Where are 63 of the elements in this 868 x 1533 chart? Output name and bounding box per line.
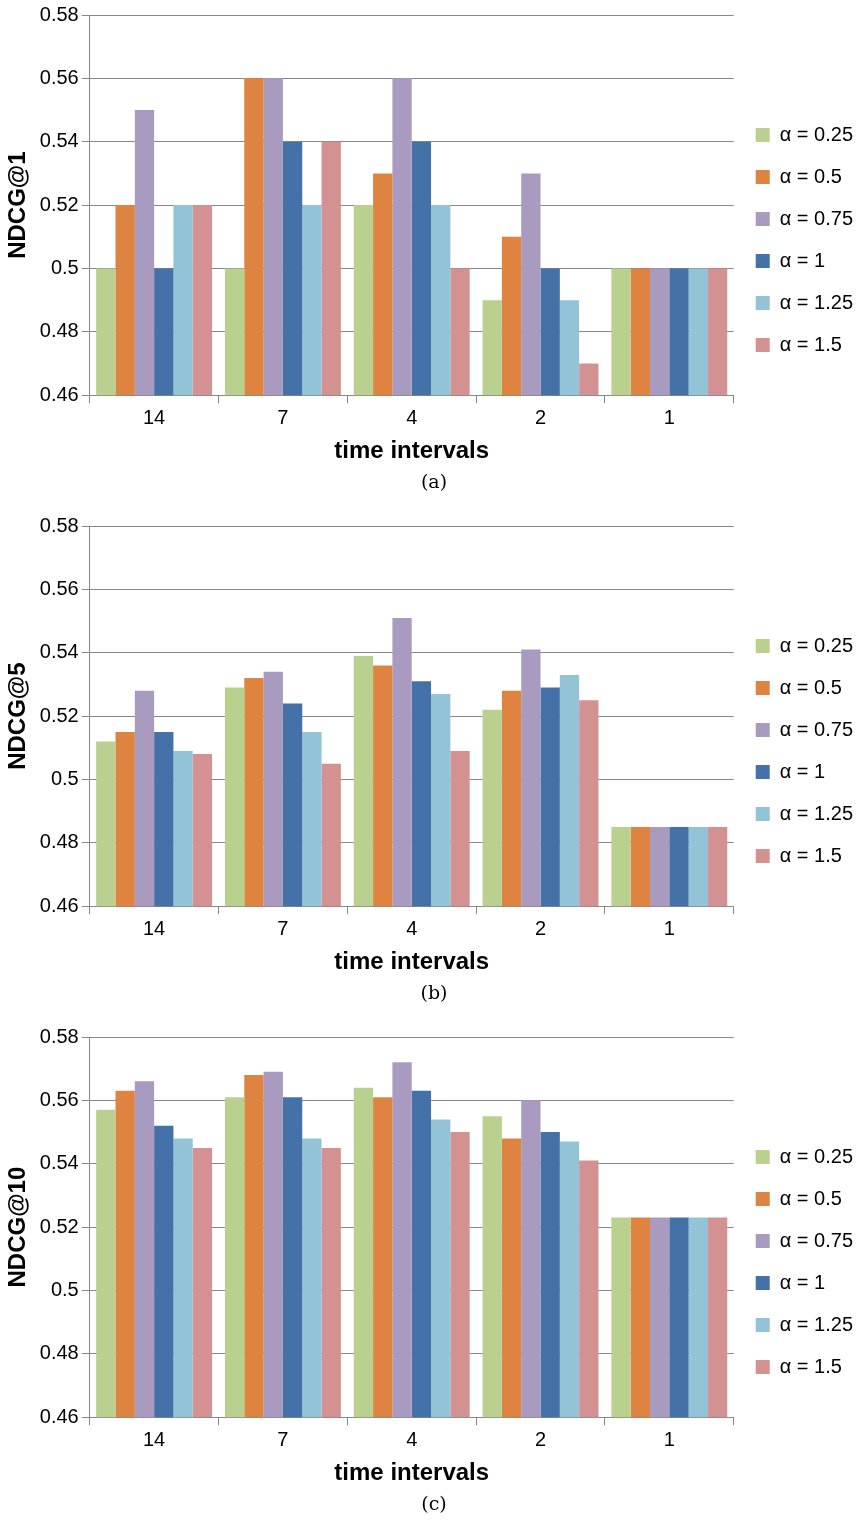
y-tick-label: 0.56 bbox=[39, 65, 79, 88]
x-tick-label: 4 bbox=[406, 405, 418, 428]
x-tick-label: 1 bbox=[663, 405, 675, 428]
y-tick-label: 0.56 bbox=[39, 576, 79, 599]
legend-label: α = 0.5 bbox=[779, 675, 842, 698]
x-tick-label: 7 bbox=[277, 1427, 289, 1450]
legend-label: α = 1.5 bbox=[779, 332, 842, 355]
legend-label: α = 0.25 bbox=[779, 633, 853, 656]
legend-label: α = 1 bbox=[779, 248, 826, 271]
x-tick-label: 2 bbox=[534, 1427, 547, 1450]
text: (b) bbox=[419, 981, 449, 1003]
legend-label: α = 1.25 bbox=[779, 290, 853, 313]
y-axis-title: NDCG@1 bbox=[3, 151, 31, 259]
y-tick-label: 0.48 bbox=[39, 1341, 79, 1364]
y-tick-label: 0.58 bbox=[39, 513, 79, 536]
x-tick-label: 4 bbox=[406, 916, 418, 939]
y-tick-label: 0.5 bbox=[50, 1277, 79, 1300]
x-tick-label: 1 bbox=[663, 916, 675, 939]
y-tick-label: 0.46 bbox=[39, 893, 79, 916]
y-tick-label: 0.58 bbox=[39, 2, 79, 25]
legend-label: α = 0.5 bbox=[779, 164, 842, 187]
text: (c) bbox=[420, 1492, 448, 1514]
x-axis-title: time intervals bbox=[334, 1458, 490, 1486]
y-tick-label: 0.52 bbox=[39, 192, 79, 215]
y-tick-label: 0.54 bbox=[39, 1151, 79, 1174]
y-tick-label: 0.52 bbox=[39, 1214, 79, 1237]
x-tick-label: 14 bbox=[143, 916, 166, 939]
x-tick-label: 7 bbox=[277, 405, 289, 428]
legend-label: α = 1.25 bbox=[779, 1312, 853, 1335]
y-tick-label: 0.46 bbox=[39, 382, 79, 405]
x-tick-label: 14 bbox=[143, 1427, 166, 1450]
y-tick-label: 0.46 bbox=[39, 1404, 79, 1427]
legend-label: α = 1.5 bbox=[779, 1354, 842, 1377]
text: (a) bbox=[419, 470, 449, 492]
y-tick-label: 0.48 bbox=[39, 319, 79, 342]
legend-label: α = 0.75 bbox=[779, 717, 853, 740]
x-axis-title: time intervals bbox=[334, 436, 490, 464]
legend-label: α = 1 bbox=[779, 1270, 826, 1293]
y-tick-label: 0.48 bbox=[39, 830, 79, 853]
legend-label: α = 0.25 bbox=[779, 122, 853, 145]
legend-label: α = 0.25 bbox=[779, 1144, 853, 1167]
y-tick-label: 0.52 bbox=[39, 703, 79, 726]
x-tick-label: 2 bbox=[534, 405, 547, 428]
y-tick-label: 0.5 bbox=[50, 766, 79, 789]
x-tick-label: 2 bbox=[534, 916, 547, 939]
legend-label: α = 1.25 bbox=[779, 801, 853, 824]
x-tick-label: 14 bbox=[143, 405, 166, 428]
legend-label: α = 0.75 bbox=[779, 1228, 853, 1251]
x-tick-label: 7 bbox=[277, 916, 289, 939]
legend-label: α = 0.5 bbox=[779, 1186, 842, 1209]
y-tick-label: 0.56 bbox=[39, 1087, 79, 1110]
y-axis-title: NDCG@10 bbox=[3, 1166, 31, 1288]
x-tick-label: 1 bbox=[663, 1427, 675, 1450]
y-tick-label: 0.54 bbox=[39, 640, 79, 663]
legend-label: α = 1 bbox=[779, 759, 826, 782]
y-tick-label: 0.58 bbox=[39, 1024, 79, 1047]
y-tick-label: 0.5 bbox=[50, 255, 79, 278]
x-tick-label: 4 bbox=[406, 1427, 418, 1450]
legend-label: α = 0.75 bbox=[779, 206, 853, 229]
x-axis-title: time intervals bbox=[334, 947, 490, 975]
y-axis-title: NDCG@5 bbox=[3, 662, 31, 770]
legend-label: α = 1.5 bbox=[779, 843, 842, 866]
y-tick-label: 0.54 bbox=[39, 129, 79, 152]
